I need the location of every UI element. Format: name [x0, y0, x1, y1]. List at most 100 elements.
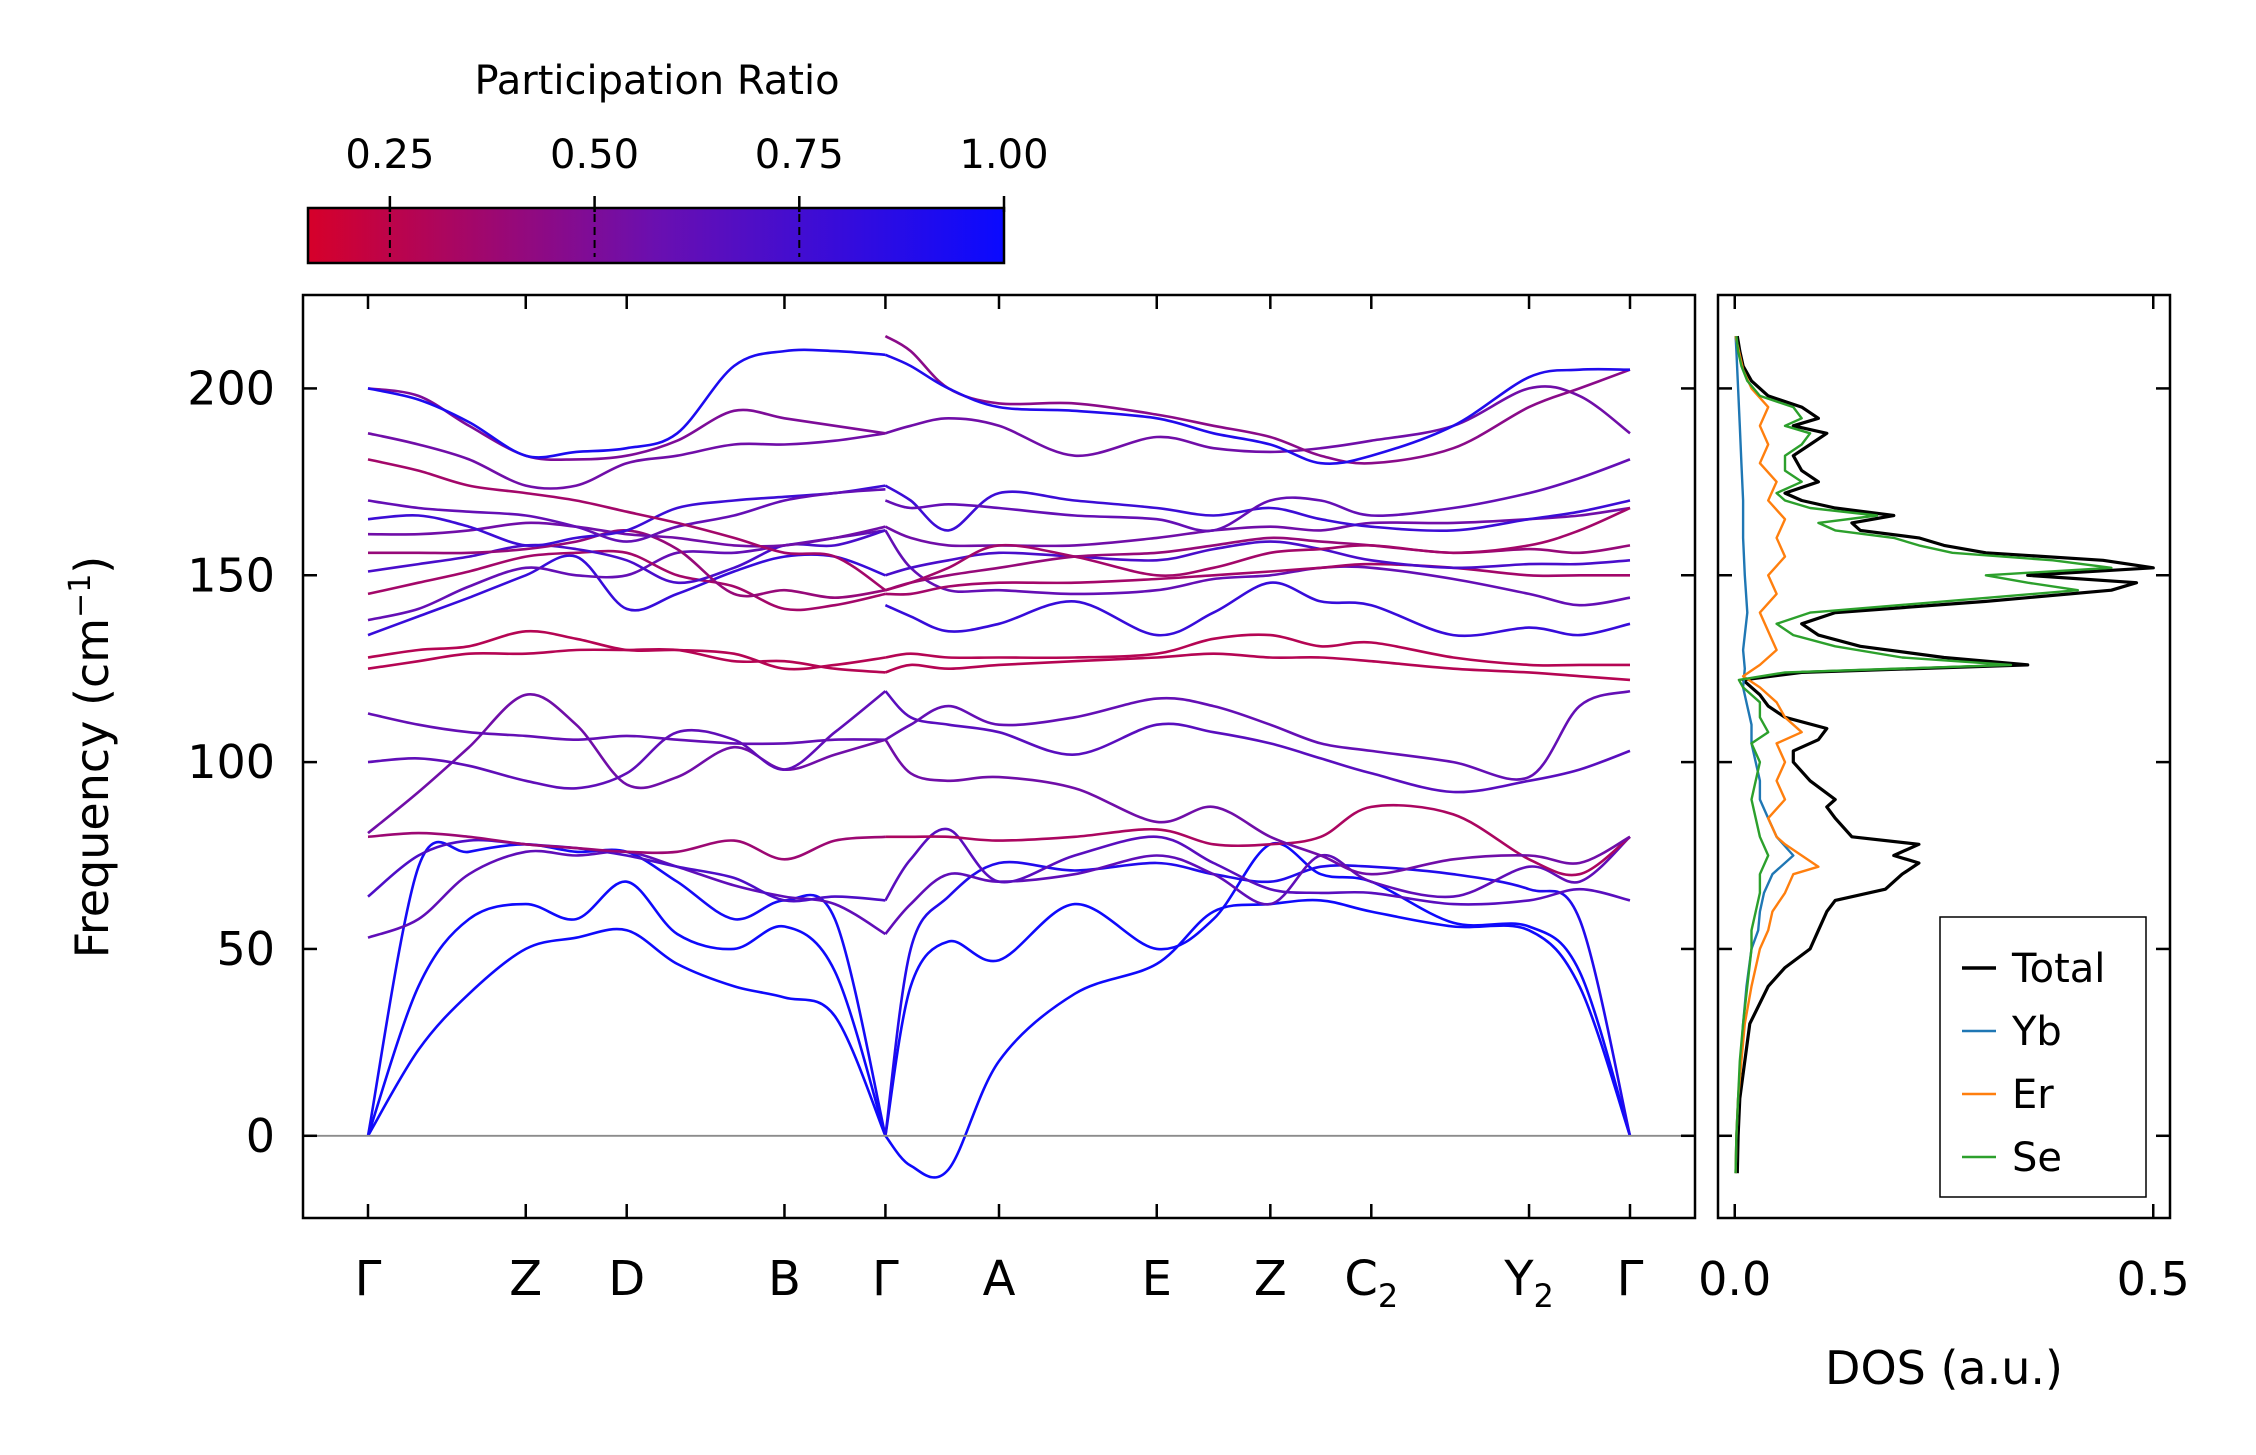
phonon-band-line [884, 529, 1631, 607]
dos-x-tick-label: 0.5 [2117, 1252, 2190, 1306]
k-point-label-main: C [1344, 1251, 1378, 1307]
k-point-label: C2 [1344, 1251, 1398, 1315]
phonon-band-line [367, 693, 886, 835]
dos-panel: 0.0 0.5 DOS (a.u.) Total Yb Er Se [1698, 293, 2190, 1395]
y-axis-label-close: ) [65, 556, 119, 574]
k-point-label: A [983, 1251, 1016, 1307]
phonon-band-line [885, 540, 1631, 577]
band-lines [366, 334, 1632, 1179]
dos-x-axis-label: DOS (a.u.) [1825, 1341, 2063, 1395]
phonon-band-line [367, 521, 886, 548]
legend-frame [1939, 916, 2147, 1198]
k-point-label: D [608, 1251, 645, 1307]
phonon-band-line [367, 387, 886, 462]
band-plot-frame [301, 293, 1697, 1220]
dos-series-se [1734, 335, 2113, 1174]
dos-series-er [1734, 335, 1820, 1174]
phonon-band-line [884, 484, 1631, 532]
phonon-band-line [884, 458, 1631, 533]
colorbar-tick-label: 1.00 [959, 132, 1048, 178]
k-point-label-main: Γ [355, 1251, 382, 1307]
phonon-band-line [366, 880, 887, 1137]
phonon-band-line [367, 432, 886, 490]
phonon-band-line [367, 488, 886, 543]
y-axis-label-exponent: −1 [63, 574, 98, 618]
k-point-label: Z [1254, 1251, 1287, 1307]
phonon-band-line [884, 835, 1631, 935]
phonon-band-line [884, 690, 1631, 794]
k-point-label-main: E [1142, 1251, 1172, 1307]
phonon-band-line [367, 712, 886, 746]
y-tick-label: 200 [187, 361, 275, 415]
y-tick-label: 100 [187, 735, 275, 789]
colorbar-tick-label: 0.75 [755, 132, 844, 178]
k-point-label-subscript: 2 [1534, 1277, 1554, 1315]
y-axis-label-main: Frequency (cm [65, 618, 119, 958]
legend: Total Yb Er Se [1939, 916, 2147, 1198]
phonon-band-line [367, 690, 887, 790]
k-point-label-main: Y [1503, 1251, 1534, 1307]
phonon-band-line [367, 629, 886, 671]
dos-x-tick-label: 0.0 [1698, 1252, 1771, 1306]
phonon-band-line [367, 484, 886, 547]
phonon-band-line [884, 898, 1632, 1179]
phonon-band-line [885, 633, 1630, 667]
k-point-label-subscript: 2 [1378, 1277, 1398, 1315]
phonon-band-line [885, 506, 1631, 592]
k-point-label: Γ [1617, 1251, 1644, 1307]
legend-label-yb: Yb [2011, 1009, 2062, 1055]
k-point-label: B [768, 1251, 801, 1307]
phonon-band-line [885, 562, 1630, 596]
k-point-label: E [1142, 1251, 1172, 1307]
k-point-label: Y2 [1503, 1251, 1554, 1315]
k-point-label: Γ [355, 1251, 382, 1307]
k-point-label-main: Γ [872, 1251, 899, 1307]
legend-label-er: Er [2012, 1072, 2054, 1118]
phonon-band-line [884, 652, 1631, 682]
dos-lines [1734, 335, 2155, 1174]
colorbar-tick-label: 0.25 [345, 132, 434, 178]
k-point-label-main: Z [1254, 1251, 1287, 1307]
y-tick-label: 150 [187, 548, 275, 602]
phonon-band-line [367, 348, 886, 459]
dos-axes: 0.0 0.5 [1698, 293, 2190, 1306]
k-point-label-main: Z [509, 1251, 542, 1307]
y-tick-label: 0 [246, 1109, 275, 1163]
legend-label-total: Total [2011, 946, 2105, 992]
y-axis-label: Frequency (cm−1) [63, 556, 119, 959]
k-point-label-main: D [608, 1251, 645, 1307]
dos-series-total [1735, 335, 2155, 1174]
colorbar-label: Participation Ratio [474, 58, 839, 104]
k-point-label: Γ [872, 1251, 899, 1307]
phonon-band-line [884, 689, 1631, 781]
phonon-band-line [367, 831, 886, 861]
phonon-band-line [366, 927, 887, 1137]
phonon-band-line [367, 458, 887, 592]
colorbar: Participation Ratio 0.25 0.50 0.75 1.00 [306, 58, 1049, 265]
legend-label-se: Se [2012, 1135, 2062, 1181]
phonon-band-line [884, 506, 1631, 548]
phonon-band-line [367, 549, 886, 612]
phonon-band-line [885, 385, 1631, 458]
phonon-band-line [367, 838, 886, 903]
phonon-band-line [884, 841, 1632, 1137]
phonon-band-line [884, 353, 1631, 465]
phonon-band-line [884, 334, 1631, 465]
dos-plot-frame [1716, 293, 2172, 1220]
k-point-label-main: A [983, 1251, 1016, 1307]
phonon-band-line [366, 840, 887, 1137]
phonon-band-line [884, 581, 1631, 638]
colorbar-gradient [306, 206, 1006, 265]
k-point-label-main: B [768, 1251, 801, 1307]
colorbar-tick-label: 0.50 [550, 132, 639, 178]
colorbar-ticks: 0.25 0.50 0.75 1.00 [345, 132, 1049, 257]
legend-items: Total Yb Er Se [1962, 946, 2105, 1181]
phonon-band-line [885, 536, 1631, 592]
y-tick-label: 50 [216, 922, 275, 976]
phonon-band-line [884, 738, 1631, 876]
k-point-label: Z [509, 1251, 542, 1307]
k-point-label-main: Γ [1617, 1251, 1644, 1307]
